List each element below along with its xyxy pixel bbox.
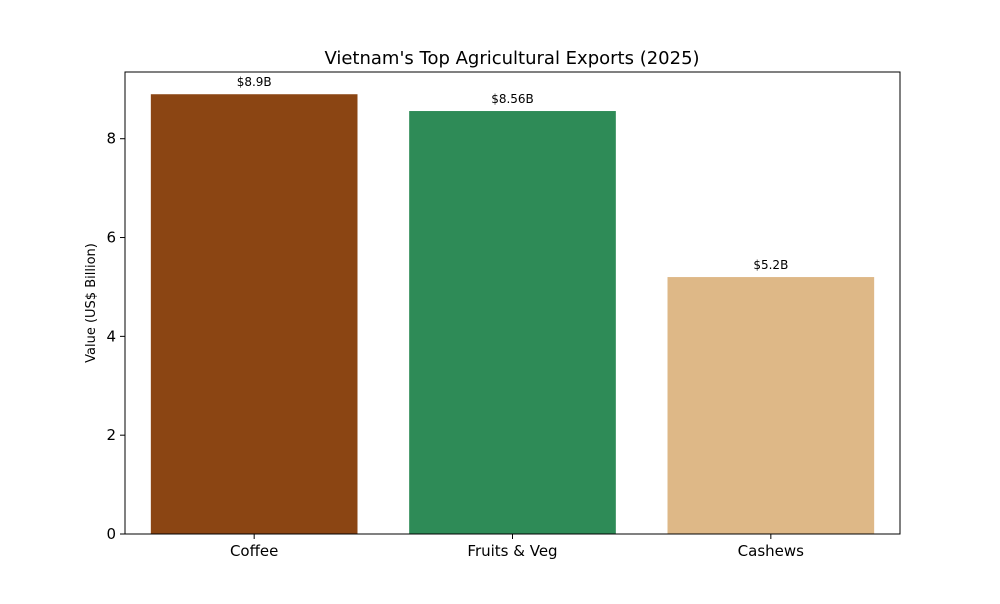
y-tick-label-0: 0	[106, 525, 116, 543]
data-label-1: $8.56B	[491, 92, 534, 106]
chart-title: Vietnam's Top Agricultural Exports (2025…	[324, 48, 699, 69]
bar-1	[409, 111, 616, 535]
plot-area: $8.9B Coffee $8.56B Fruits & Veg $5.2B Cashew…	[106, 71, 901, 560]
x-tick-label-0: Coffee	[230, 542, 278, 560]
y-tick-label-4: 8	[106, 130, 116, 148]
bar-2	[667, 277, 875, 534]
y-tick-label-2: 4	[106, 327, 116, 345]
bar-0	[150, 94, 358, 534]
y-tick-label-1: 2	[106, 426, 116, 444]
y-axis-label: Value (US$ Billion)	[84, 243, 99, 363]
plot-frame	[124, 71, 901, 535]
x-tick-label-1: Fruits & Veg	[467, 542, 557, 560]
data-label-0: $8.9B	[237, 75, 272, 89]
x-tick-label-2: Cashews	[738, 542, 804, 560]
data-label-2: $5.2B	[753, 258, 788, 272]
y-tick-label-3: 6	[106, 229, 116, 247]
